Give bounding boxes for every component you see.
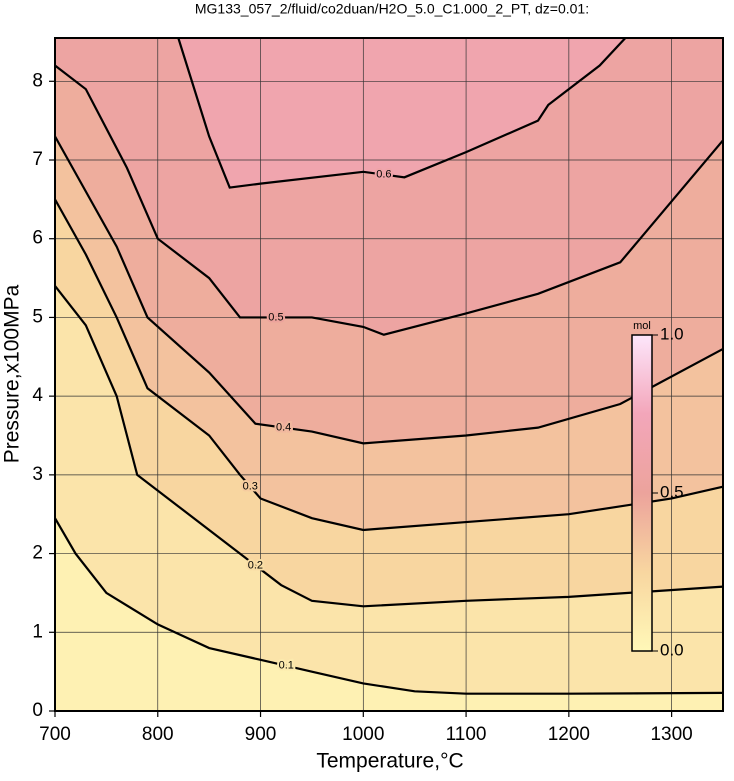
- y-tick-label: 3: [32, 464, 43, 485]
- x-tick-label: 1300: [650, 724, 692, 745]
- contour-line: [54, 517, 724, 695]
- y-tick-label: 8: [32, 70, 43, 91]
- y-tick-label: 1: [32, 621, 43, 642]
- colorbar-tick-label: 0.0: [660, 640, 684, 659]
- contour-label: 0.1: [279, 660, 294, 672]
- contour-label: 0.3: [243, 481, 258, 493]
- x-tick-label: 1000: [342, 724, 384, 745]
- colorbar-tick-label: 0.5: [660, 482, 684, 501]
- x-tick-label: 900: [245, 724, 277, 745]
- contour-line: [54, 135, 724, 445]
- y-tick-label: 5: [32, 306, 43, 327]
- contour-line: [54, 198, 724, 532]
- contour-line: [54, 285, 724, 608]
- plot-frame: [54, 37, 724, 712]
- contour-line: [54, 64, 724, 336]
- y-tick-label: 0: [32, 700, 43, 721]
- y-tick-label: 6: [32, 228, 43, 249]
- x-tick-label: 700: [39, 724, 71, 745]
- y-tick-label: 2: [32, 543, 43, 564]
- x-axis-label: Temperature,°C: [316, 750, 463, 773]
- colorbar-tick-label: 1.0: [660, 324, 684, 343]
- contour-label: 0.6: [376, 168, 391, 180]
- colorbar: [631, 334, 653, 652]
- x-tick-label: 1100: [446, 724, 487, 745]
- x-tick-label: 1200: [548, 724, 590, 745]
- contour-label: 0.2: [248, 559, 263, 571]
- contour-band: [55, 285, 723, 711]
- chart-title: MG133_057_2/fluid/co2duan/H2O_5.0_C1.000…: [195, 1, 589, 17]
- y-tick-label: 4: [32, 385, 43, 406]
- contour-label: 0.4: [276, 422, 291, 434]
- contour-line: [177, 37, 627, 189]
- colorbar-label: mol: [633, 320, 651, 332]
- y-axis-label: Pressure,x100MPa: [1, 284, 24, 463]
- x-tick-label: 800: [142, 724, 174, 745]
- contour-label: 0.5: [268, 311, 283, 323]
- y-tick-label: 7: [32, 149, 43, 170]
- contour-band: [55, 518, 723, 711]
